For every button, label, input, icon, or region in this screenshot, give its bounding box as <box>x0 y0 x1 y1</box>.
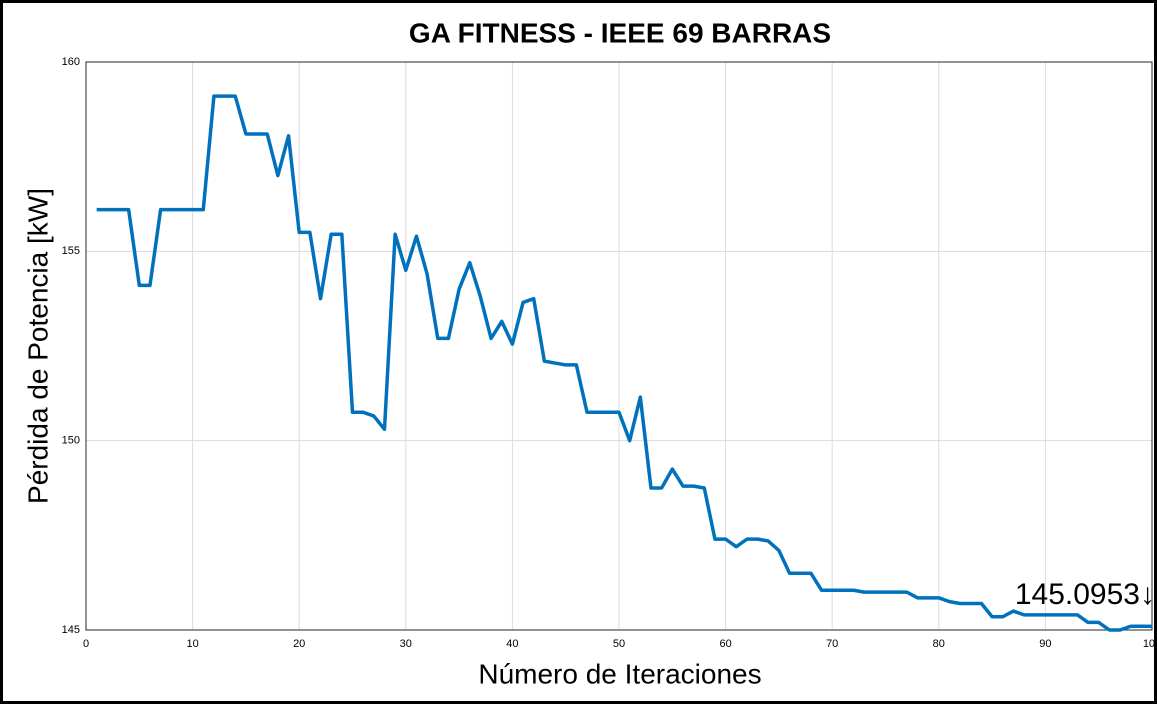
axes-box <box>85 61 1153 631</box>
x-tick-label: 10 <box>186 638 198 650</box>
data-line <box>96 94 1153 632</box>
x-tick-label: 30 <box>400 638 412 650</box>
x-tick-label: 40 <box>506 638 518 650</box>
chart-title: GA FITNESS - IEEE 69 BARRAS <box>409 17 831 48</box>
x-tick-label: 20 <box>293 638 305 650</box>
y-tick-label: 150 <box>62 435 80 447</box>
x-tick-label: 50 <box>613 638 625 650</box>
x-axis-label: Número de Iteraciones <box>478 658 761 689</box>
y-tick-label: 155 <box>62 245 80 257</box>
x-tick-label: 60 <box>719 638 731 650</box>
x-tick-label: 90 <box>1039 638 1051 650</box>
y-axis-label: Pérdida de Potencia [kW] <box>22 188 53 504</box>
x-tick-label: 70 <box>826 638 838 650</box>
x-tick-label: 80 <box>933 638 945 650</box>
y-tick-label: 145 <box>62 624 80 636</box>
x-tick-label: 100 <box>1143 638 1157 650</box>
x-tick-label: 0 <box>83 638 89 650</box>
y-tick-label: 160 <box>62 56 80 68</box>
annotation: 145.0953↓ <box>1015 578 1155 611</box>
